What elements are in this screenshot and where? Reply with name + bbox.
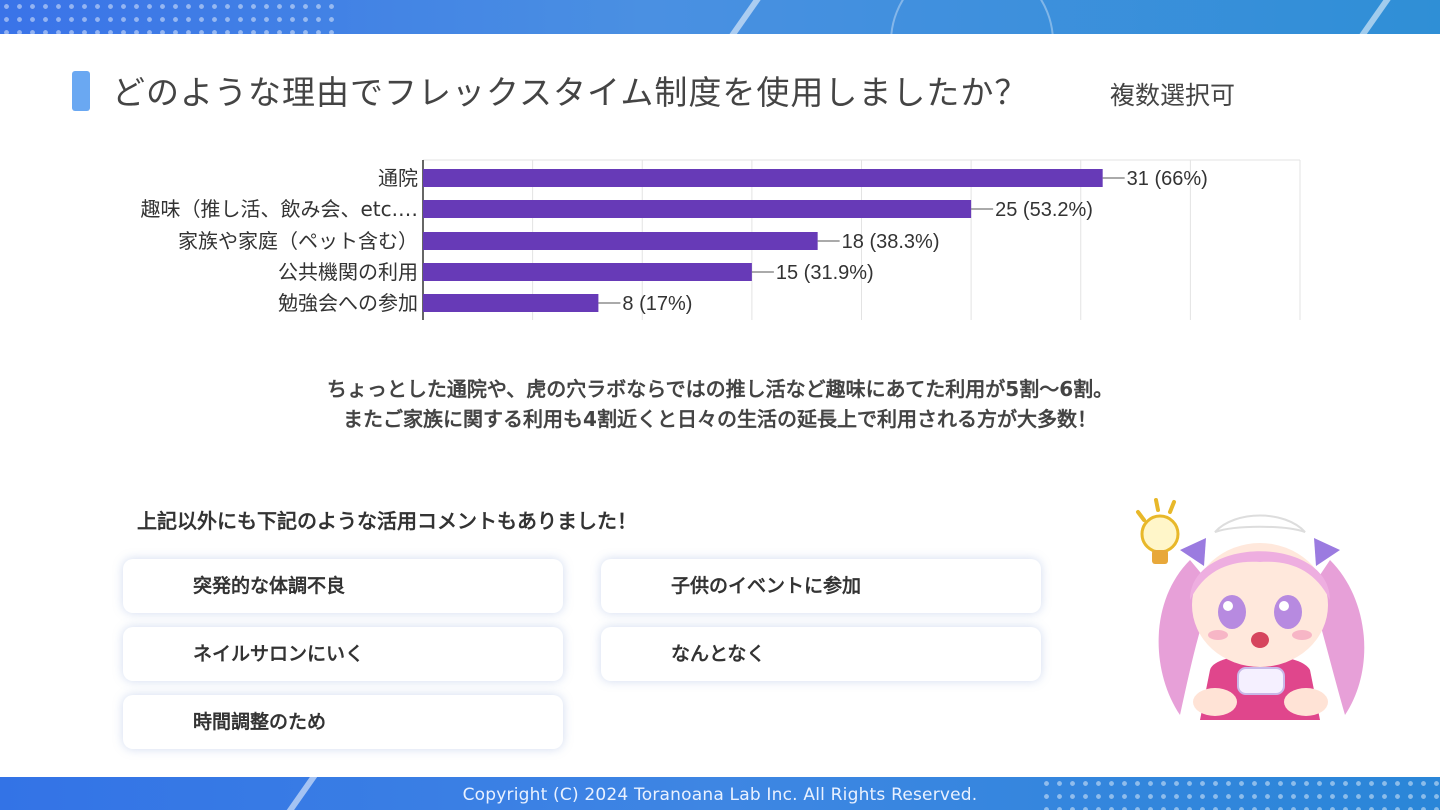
comment-text: 子供のイベントに参加 [671,575,862,597]
bar-chart: 31 (66%) 通院 25 (53.2%) 趣味（推し活、飲み会、etc.… 18 (… [141,159,1301,320]
category-label: 通院 [378,166,418,190]
comment-card: 時間調整のため [123,695,563,749]
category-label: 家族や家庭（ペット含む） [178,229,418,253]
comment-text: なんとなく [671,643,766,665]
category-label: 勉強会への参加 [278,291,418,315]
bar [423,294,599,312]
dot-pattern [1040,777,1440,810]
comment-card: 突発的な体調不良 [123,559,563,613]
summary-line-2: またご家族に関する利用も4割近くと日々の生活の延長上で利用される方が大多数！ [343,407,1097,431]
data-label: 31 (66%) [1127,168,1208,190]
comment-text: 時間調整のため [193,711,327,733]
comment-card: 子供のイベントに参加 [601,559,1041,613]
data-label: 8 (17%) [622,293,692,315]
data-label: 25 (53.2%) [995,199,1093,221]
dot-pattern [0,0,340,34]
mascot-illustration [1136,498,1365,720]
title-accent-bar [72,71,90,111]
bar [423,263,752,281]
top-banner [0,0,1440,34]
comment-card: なんとなく [601,627,1041,681]
summary-text: ちょっとした通院や、虎の穴ラボならではの推し活など趣味にあてた利用が5割～6割。… [0,374,1440,434]
page-title: どのような理由でフレックスタイム制度を使用しましたか？ [112,73,1029,112]
category-label: 趣味（推し活、飲み会、etc.… [141,197,419,221]
comment-text: 突発的な体調不良 [193,575,346,597]
data-label: 18 (38.3%) [842,231,940,253]
data-label: 15 (31.9%) [776,262,874,284]
comment-card: ネイルサロンにいく [123,627,563,681]
title-note: 複数選択可 [1110,81,1236,110]
copyright-text: Copyright (C) 2024 Toranoana Lab Inc. Al… [462,785,978,805]
summary-line-1: ちょっとした通院や、虎の穴ラボならではの推し活など趣味にあてた利用が5割～6割。 [326,377,1114,401]
comment-text: ネイルサロンにいく [193,643,365,665]
footer-banner: Copyright (C) 2024 Toranoana Lab Inc. Al… [0,777,1440,810]
bar [423,232,818,250]
comments-heading: 上記以外にも下記のような活用コメントもありました！ [137,509,637,533]
bar [423,200,972,218]
category-label: 公共機関の利用 [278,260,418,284]
bar [423,169,1103,187]
lightbulb-icon [1136,498,1180,564]
